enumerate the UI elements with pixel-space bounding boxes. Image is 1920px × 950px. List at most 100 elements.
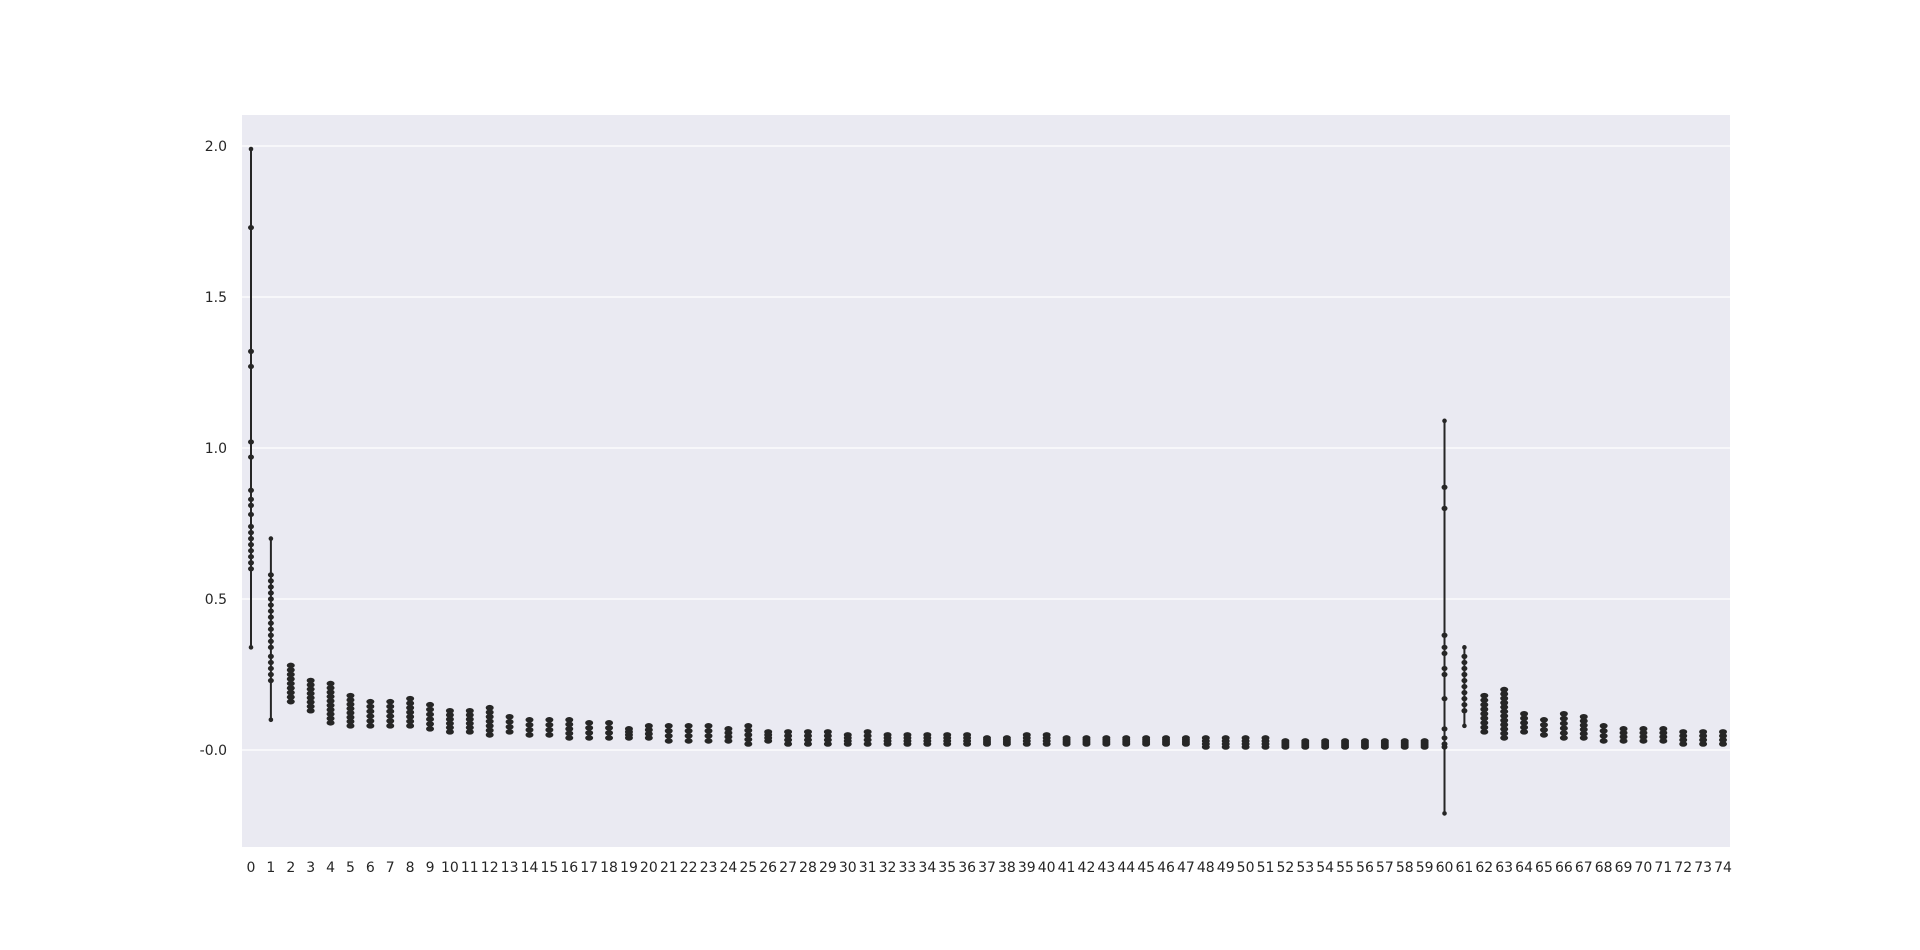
x-tick-label: 34 bbox=[918, 860, 936, 876]
data-point bbox=[1600, 733, 1608, 739]
data-point bbox=[1540, 722, 1548, 728]
data-point bbox=[1222, 735, 1230, 741]
x-tick-label: 27 bbox=[779, 860, 797, 876]
x-tick-label: 28 bbox=[799, 860, 817, 876]
data-point bbox=[903, 732, 911, 738]
data-point bbox=[1501, 696, 1507, 701]
x-tick-label: 15 bbox=[540, 860, 558, 876]
data-point bbox=[1421, 738, 1429, 744]
data-point bbox=[426, 716, 434, 722]
data-point bbox=[1461, 660, 1467, 665]
data-point bbox=[386, 713, 394, 719]
x-tick-label: 25 bbox=[739, 860, 757, 876]
data-point bbox=[248, 497, 254, 502]
data-point bbox=[1560, 735, 1568, 741]
data-point bbox=[943, 732, 951, 738]
data-point bbox=[446, 708, 454, 714]
data-point bbox=[923, 732, 931, 738]
y-tick-label: 0.5 bbox=[205, 592, 227, 608]
x-tick-label: 74 bbox=[1714, 860, 1732, 876]
data-point bbox=[565, 717, 573, 723]
x-tick-label: 24 bbox=[719, 860, 737, 876]
x-tick-label: 52 bbox=[1276, 860, 1294, 876]
data-point bbox=[466, 708, 474, 714]
data-point bbox=[1501, 726, 1507, 731]
x-tick-label: 20 bbox=[640, 860, 658, 876]
x-tick-label: 2 bbox=[286, 860, 295, 876]
data-point bbox=[1442, 506, 1448, 511]
data-point bbox=[1122, 735, 1130, 741]
x-tick-label: 46 bbox=[1157, 860, 1175, 876]
data-point bbox=[605, 720, 613, 726]
x-tick-label: 71 bbox=[1654, 860, 1672, 876]
data-point bbox=[506, 714, 514, 720]
strip-39 bbox=[1023, 732, 1031, 747]
data-point bbox=[386, 704, 394, 710]
data-point bbox=[545, 727, 553, 733]
data-point bbox=[665, 733, 673, 739]
strip-43 bbox=[1102, 735, 1110, 747]
data-point bbox=[1461, 666, 1467, 671]
data-point bbox=[1560, 730, 1568, 736]
data-point bbox=[1560, 721, 1568, 727]
x-tick-label: 6 bbox=[366, 860, 375, 876]
data-point bbox=[605, 735, 613, 741]
data-point bbox=[1082, 735, 1090, 741]
strip-47 bbox=[1182, 735, 1190, 747]
y-tick-label: 1.5 bbox=[205, 290, 227, 306]
data-point bbox=[1442, 485, 1448, 490]
data-point bbox=[426, 702, 434, 708]
data-point bbox=[1501, 690, 1507, 695]
x-tick-label: 47 bbox=[1177, 860, 1195, 876]
data-point bbox=[1281, 738, 1289, 744]
data-point bbox=[269, 718, 274, 723]
data-point bbox=[605, 725, 613, 731]
data-point bbox=[1401, 738, 1409, 744]
data-point bbox=[1560, 725, 1568, 731]
data-point bbox=[248, 364, 254, 369]
data-point bbox=[1520, 711, 1528, 717]
data-point bbox=[1600, 728, 1608, 734]
data-point bbox=[506, 719, 514, 725]
data-point bbox=[1043, 732, 1051, 738]
data-point bbox=[1442, 744, 1448, 749]
x-tick-label: 30 bbox=[839, 860, 857, 876]
x-tick-label: 60 bbox=[1436, 860, 1454, 876]
x-tick-label: 51 bbox=[1257, 860, 1275, 876]
data-point bbox=[268, 633, 274, 638]
data-point bbox=[545, 722, 553, 728]
data-point bbox=[625, 726, 633, 732]
data-point bbox=[248, 503, 254, 508]
data-point bbox=[525, 732, 533, 738]
strip-51 bbox=[1261, 735, 1269, 750]
x-tick-label: 23 bbox=[700, 860, 718, 876]
data-point bbox=[248, 530, 254, 535]
data-point bbox=[1501, 708, 1507, 713]
strip-45 bbox=[1142, 735, 1150, 747]
strip-30 bbox=[844, 732, 852, 747]
x-tick-label: 67 bbox=[1575, 860, 1593, 876]
y-axis-tick-labels: -0.0 0.5 1.0 1.5 2.0 bbox=[200, 139, 227, 759]
data-point bbox=[1462, 724, 1467, 729]
strip-59 bbox=[1421, 738, 1429, 750]
data-point bbox=[268, 596, 274, 601]
x-tick-label: 40 bbox=[1038, 860, 1056, 876]
data-point bbox=[1501, 720, 1507, 725]
data-point bbox=[268, 615, 274, 620]
x-tick-label: 55 bbox=[1336, 860, 1354, 876]
strip-50 bbox=[1242, 735, 1250, 750]
x-tick-label: 36 bbox=[958, 860, 976, 876]
strip-64 bbox=[1520, 711, 1528, 735]
x-tick-label: 44 bbox=[1117, 860, 1135, 876]
data-point bbox=[685, 738, 693, 744]
x-tick-label: 18 bbox=[600, 860, 618, 876]
data-point bbox=[1480, 693, 1488, 699]
data-point bbox=[1142, 735, 1150, 741]
data-point bbox=[366, 718, 374, 724]
x-tick-label: 38 bbox=[998, 860, 1016, 876]
data-point bbox=[406, 696, 414, 702]
data-point bbox=[248, 439, 254, 444]
strip-54 bbox=[1321, 738, 1329, 750]
data-point bbox=[268, 639, 274, 644]
